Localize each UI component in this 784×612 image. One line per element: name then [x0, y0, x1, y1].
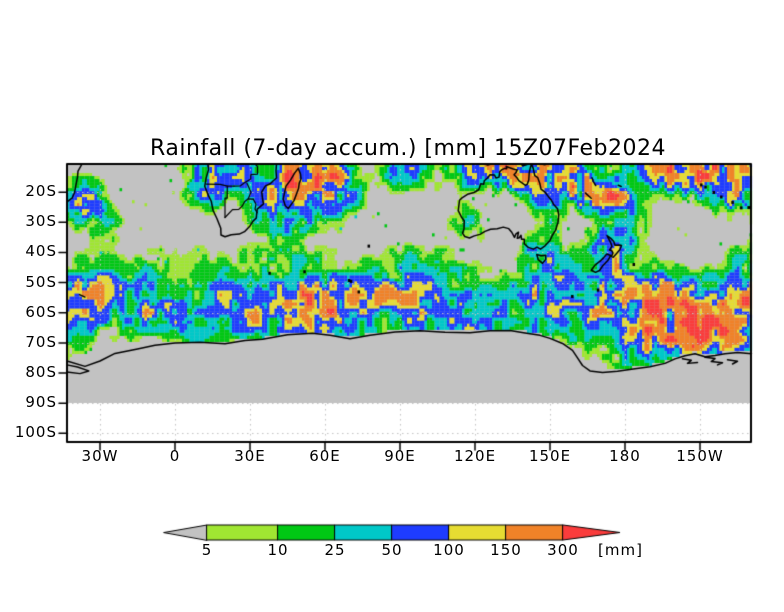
- lon-tick-label: 30E: [234, 447, 266, 465]
- lat-tick-label: 70S: [25, 332, 57, 351]
- cbar-tick-label: 100: [433, 541, 465, 559]
- cbar-tick-label: 50: [381, 541, 403, 559]
- lat-tick-label: 100S: [14, 423, 57, 442]
- colorbar-unit-label: [mm]: [598, 541, 643, 559]
- lon-tick-label: 150E: [528, 447, 572, 465]
- cbar-tick-label: 300: [547, 541, 579, 559]
- lon-tick-label: 0: [169, 447, 181, 465]
- lat-tick-label: 90S: [25, 393, 57, 412]
- lon-tick-label: 120E: [453, 447, 497, 465]
- lat-tick-label: 50S: [25, 272, 57, 291]
- lat-tick-label: 60S: [25, 302, 57, 321]
- lon-tick-label: 30W: [81, 447, 119, 465]
- cbar-tick-label: 25: [324, 541, 346, 559]
- figure-title: Rainfall (7-day accum.) [mm] 15Z07Feb202…: [150, 136, 666, 161]
- lat-tick-label: 80S: [25, 363, 57, 382]
- lon-tick-label: 90E: [384, 447, 416, 465]
- lat-tick-label: 40S: [25, 242, 57, 261]
- lon-tick-label: 150W: [676, 447, 724, 465]
- lat-tick-label: 20S: [25, 182, 57, 201]
- lat-tick-label: 30S: [25, 212, 57, 231]
- lon-tick-label: 60E: [309, 447, 341, 465]
- cbar-tick-label: 150: [490, 541, 522, 559]
- cbar-tick-label: 5: [201, 541, 213, 559]
- cbar-tick-label: 10: [267, 541, 289, 559]
- lon-tick-label: 180: [609, 447, 641, 465]
